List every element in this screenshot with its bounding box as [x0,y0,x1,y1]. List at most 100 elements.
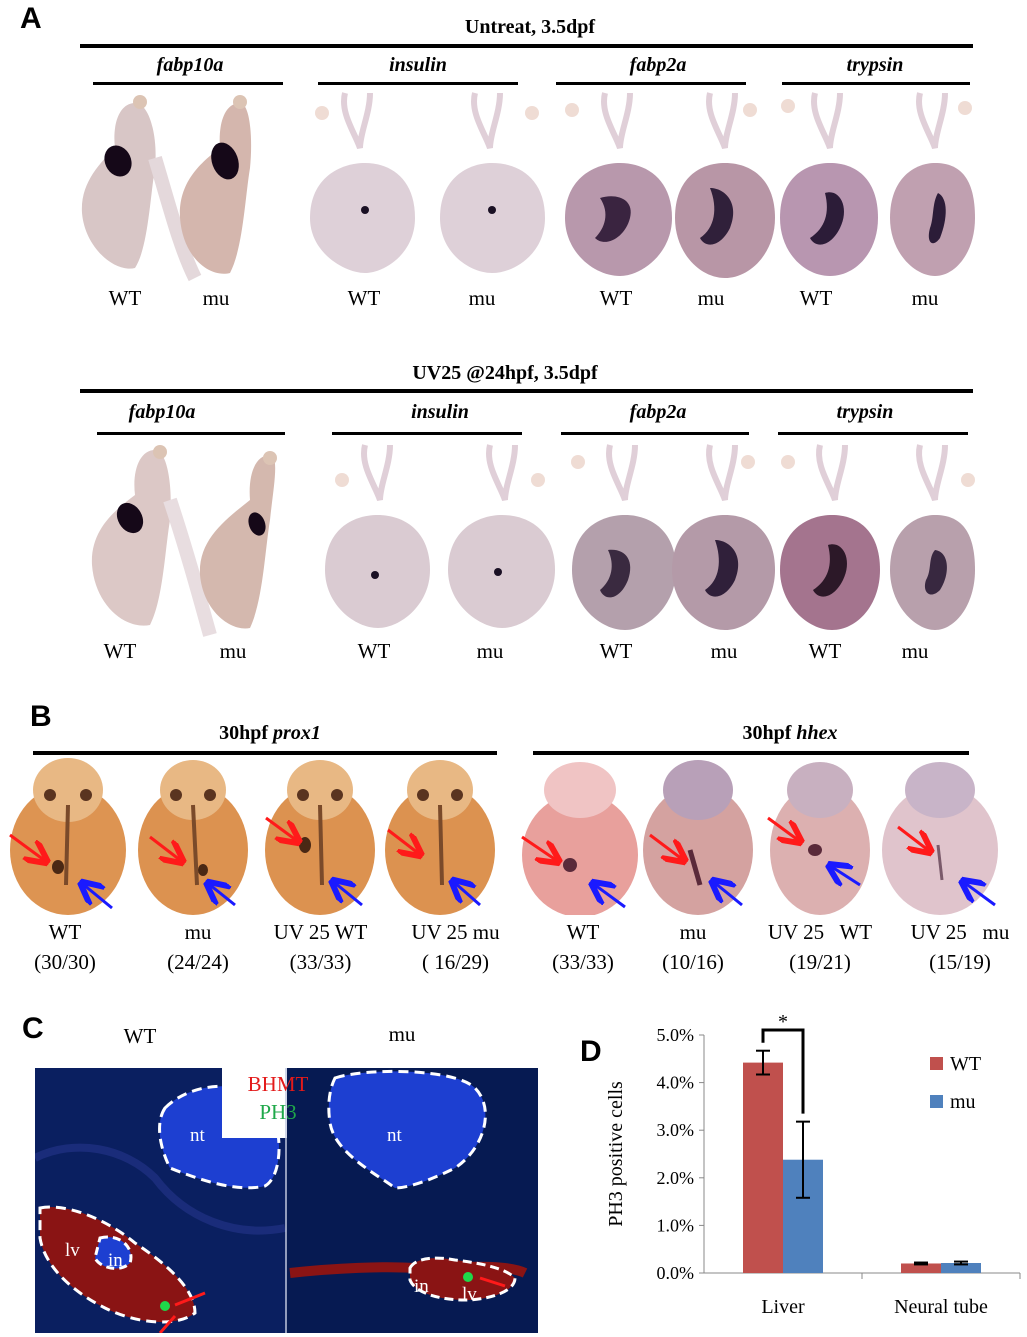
row1-gene-2-line [318,82,518,85]
legend-swatch-mu [930,1095,943,1108]
row1-label-5: WT [599,286,633,310]
row1-label-3: WT [347,286,381,310]
panel-d-letter: D [580,1035,602,1068]
significance-star: * [778,1011,788,1033]
y-tick-label: 5.0% [657,1025,695,1045]
row2-embryo-insulin-mu [448,444,555,628]
row1-label-4: mu [468,286,496,310]
row2-divider [80,389,973,393]
b-label-6: mu (10/16) [648,917,738,977]
y-tick-label: 0.0% [657,1263,695,1283]
b-label-7-name: UV 25 WT [767,920,873,944]
b-embryo-6 [643,760,753,915]
row1-embryo-fabp10a-mu [179,95,252,274]
x-tick-label: Liver [761,1296,805,1318]
row2-label-7: WT [808,639,842,663]
b-label-2-name: mu [184,920,212,944]
b-label-7-count: (19/21) [789,950,851,974]
row1-label-6: mu [697,286,725,310]
row2-embryo-trypsin-wt [780,444,880,630]
row1-embryo-images [81,92,975,282]
b-label-6-name: mu [679,920,707,944]
y-tick-label: 1.0% [657,1215,695,1235]
c-region-nt-right: nt [387,1125,402,1146]
b-group1-line [33,751,497,755]
row1-gene-1-line [93,82,283,85]
row1-embryo-fabp10a-wt [81,95,202,282]
b-label-8: UV 25 mu (15/19) [897,917,1023,977]
row2-embryo-fabp10a-mu [199,451,277,629]
b-embryo-7 [767,762,870,915]
row1-embryo-insulin-wt [310,92,415,273]
row2-embryo-trypsin-mu [890,444,975,630]
c-micrograph [35,1068,538,1333]
b-label-1-name: WT [48,920,82,944]
b-label-7: UV 25 WT (19/21) [755,917,885,977]
b-label-1-count: (30/30) [34,950,96,974]
b-label-2: mu (24/24) [153,917,243,977]
row2-label-6: mu [710,639,738,663]
b-label-5-count: (33/33) [552,950,614,974]
b-group2-prefix: 30hpf [742,722,797,744]
b-embryo-8 [882,762,998,915]
row2-label-4: mu [476,639,504,663]
row2-label-1: WT [103,639,137,663]
row1-label-7: WT [799,286,833,310]
row1-title: Untreat, 3.5dpf [464,16,596,38]
b-label-3: UV 25 WT (33/33) [258,917,383,977]
b-embryo-4 [385,760,495,915]
c-region-lv-right: lv [462,1284,477,1305]
row2-embryo-images [91,444,975,637]
legend-label-mu: mu [950,1091,976,1113]
row1-embryo-fabp2a-wt [565,92,672,276]
b-embryo-1 [9,758,126,915]
row2-embryo-insulin-wt [325,444,430,628]
row2-gene-1-line [97,432,285,435]
b-embryo-2 [138,760,248,915]
row1-embryo-trypsin-wt [780,92,878,276]
x-tick-label: Neural tube [894,1296,988,1318]
c-right-label: mu [388,1022,416,1046]
c-left-label: WT [123,1024,157,1048]
b-group2-title: 30hpf hhex [680,722,900,745]
panel-a-letter: A [20,2,42,35]
row2-gene-1: fabp10a [128,401,196,423]
b-embryo-3 [265,760,375,915]
legend-swatch-WT [930,1057,943,1070]
b-label-5-name: WT [566,920,600,944]
b-label-8-count: (15/19) [929,950,991,974]
row2-gene-2-line [332,432,522,435]
row2-gene-4: trypsin [836,401,894,423]
c-legend-red: BHMT [247,1072,309,1096]
b-label-4-count: ( 16/29) [421,950,490,974]
b-label-3-count: (33/33) [289,950,352,974]
b-label-4: UV 25 mu ( 16/29) [398,917,513,977]
b-label-4-name: UV 25 mu [411,920,500,944]
row1-gene-3-line [556,82,746,85]
c-legend-green: PH3 [259,1100,297,1124]
row1-embryo-trypsin-mu [890,92,975,276]
b-label-6-count: (10/16) [662,950,724,974]
row1-label-2: mu [202,286,230,310]
panel-b-letter: B [30,700,52,733]
row2-gene-4-line [778,432,968,435]
row2-embryo-fabp2a-wt [571,444,676,630]
row2-embryo-fabp2a-mu [672,444,775,630]
row1-embryo-insulin-mu [440,92,545,273]
row1-divider [80,44,973,48]
b-group1-prefix: 30hpf [219,722,274,744]
row1-gene-4-line [782,82,970,85]
row1-gene-3: fabp2a [629,54,687,76]
bar-WT-0 [743,1062,783,1273]
b-label-2-count: (24/24) [167,950,229,974]
c-region-nt-left: nt [190,1125,205,1146]
b-embryo-5 [521,762,638,915]
row2-title: UV25 @24hpf, 3.5dpf [412,362,598,384]
row1-gene-4: trypsin [846,54,904,76]
c-region-in-right: in [414,1276,429,1297]
row2-embryo-fabp10a-wt [91,445,217,637]
row1-label-8: mu [911,286,939,310]
bar-WT-1 [901,1263,941,1273]
b-label-5: WT (33/33) [538,917,628,977]
row2-label-5: WT [599,639,633,663]
